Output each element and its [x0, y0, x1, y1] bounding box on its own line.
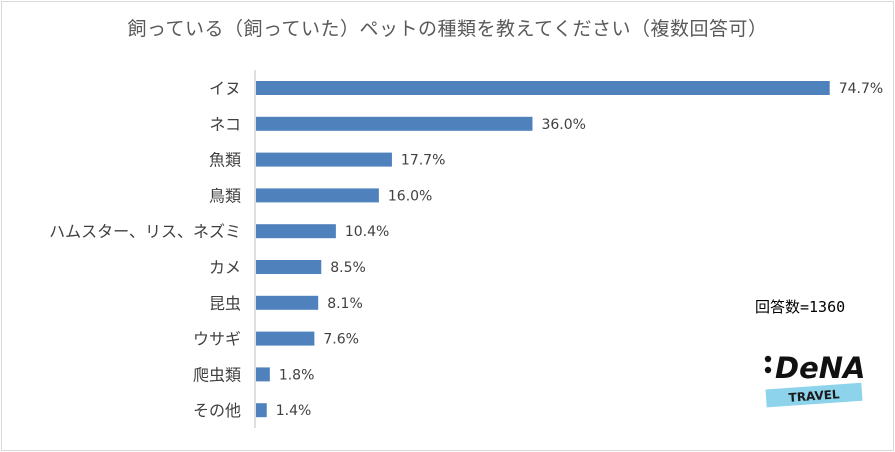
category-label: 昆虫 [209, 294, 241, 313]
chart-title: 飼っている（飼っていた）ペットの種類を教えてください（複数回答可） [127, 18, 768, 40]
bar [256, 188, 379, 203]
category-label: イヌ [209, 79, 241, 98]
value-label: 8.5% [330, 260, 366, 276]
category-label: ハムスター、リス、ネズミ [49, 222, 241, 241]
value-label: 1.4% [276, 403, 312, 419]
value-label: 36.0% [541, 117, 585, 133]
category-label: 魚類 [209, 151, 241, 170]
category-label: ウサギ [193, 330, 241, 349]
bar [256, 260, 322, 274]
value-label: 17.7% [401, 153, 445, 169]
dena-travel-logo: DeNA TRAVEL [764, 351, 865, 408]
logo-sub: TRAVEL [788, 387, 840, 405]
bar [256, 331, 315, 346]
category-label: 鳥類 [209, 186, 241, 205]
category-label: 爬虫類 [193, 365, 241, 384]
value-label: 10.4% [345, 224, 389, 240]
value-label: 16.0% [388, 188, 432, 204]
value-label: 74.7% [839, 81, 883, 97]
value-label: 7.6% [323, 332, 359, 348]
bars [256, 81, 830, 418]
category-label: ネコ [209, 115, 241, 134]
bar [256, 367, 270, 382]
category-label: カメ [209, 258, 241, 277]
bar [256, 152, 392, 167]
logo-dot [764, 366, 772, 374]
value-labels: 74.7% 36.0% 17.7% 16.0% 10.4% 8.5% 8.1% 7.6% 1.8… [276, 81, 883, 419]
value-label: 1.8% [279, 367, 315, 383]
bar [256, 224, 336, 239]
value-label: 8.1% [327, 296, 363, 312]
logo-brand: DeNA [775, 351, 865, 385]
bar [256, 116, 533, 131]
logo-dot [764, 355, 772, 363]
logo-band [765, 382, 863, 408]
category-label: その他 [193, 401, 241, 420]
bar [256, 81, 830, 95]
sample-size-note: 回答数=1360 [755, 298, 846, 316]
bar [256, 295, 319, 310]
bar [256, 403, 267, 418]
